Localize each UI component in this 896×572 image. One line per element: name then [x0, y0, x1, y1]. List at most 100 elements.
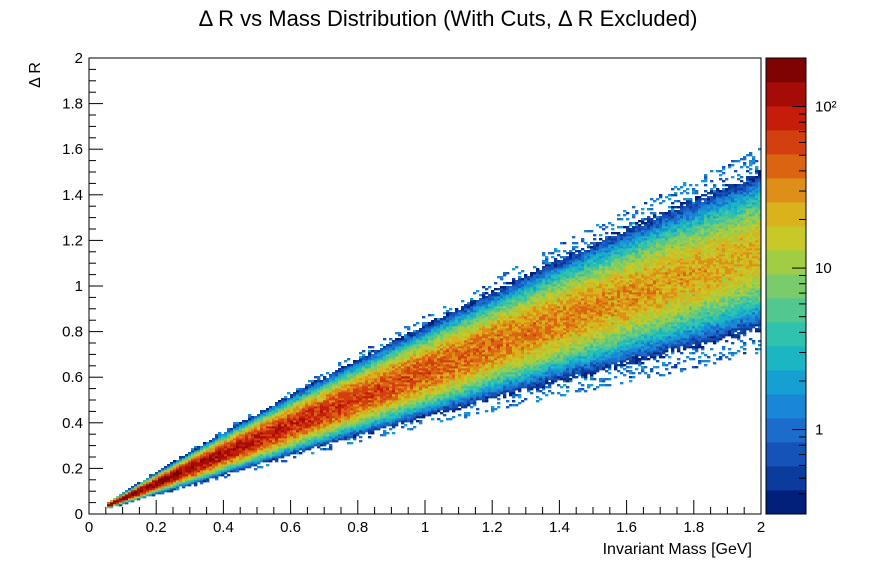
heatmap-cell	[488, 360, 492, 363]
heatmap-cell	[317, 400, 321, 403]
heatmap-cell	[383, 360, 387, 363]
heatmap-cell	[494, 370, 498, 373]
heatmap-cell	[533, 314, 537, 317]
heatmap-cell	[395, 354, 399, 357]
heatmap-cell	[275, 456, 279, 459]
heatmap-cell	[314, 426, 318, 429]
heatmap-cell	[476, 374, 480, 377]
heatmap-cell	[281, 440, 285, 443]
heatmap-cell	[497, 406, 501, 409]
heatmap-cell	[467, 372, 471, 375]
heatmap-cell	[443, 378, 447, 381]
heatmap-cell	[446, 398, 450, 401]
heatmap-cell	[491, 314, 495, 317]
heatmap-cell	[344, 438, 348, 441]
heatmap-cell	[491, 332, 495, 335]
heatmap-cell	[431, 358, 435, 361]
heatmap-cell	[269, 416, 273, 419]
heatmap-cell	[455, 346, 459, 349]
heatmap-cell	[371, 424, 375, 427]
heatmap-cell	[344, 426, 348, 429]
heatmap-cell	[257, 440, 261, 443]
heatmap-cell	[281, 444, 285, 447]
heatmap-cell	[506, 272, 510, 275]
heatmap-cell	[284, 406, 288, 409]
heatmap-cell	[383, 404, 387, 407]
heatmap-cell	[278, 408, 282, 411]
heatmap-cell	[254, 432, 258, 435]
heatmap-cell	[230, 466, 234, 469]
heatmap-cell	[314, 394, 318, 397]
heatmap-cell	[425, 362, 429, 365]
heatmap-cell	[413, 334, 417, 337]
heatmap-cell	[194, 468, 198, 471]
heatmap-cell	[512, 342, 516, 345]
heatmap-cell	[281, 434, 285, 437]
heatmap-cell	[173, 482, 177, 485]
heatmap-cell	[494, 312, 498, 315]
heatmap-cell	[245, 442, 249, 445]
heatmap-cell	[500, 318, 504, 321]
heatmap-cell	[476, 352, 480, 355]
heatmap-cell	[377, 378, 381, 381]
heatmap-cell	[473, 374, 477, 377]
heatmap-cell	[386, 388, 390, 391]
heatmap-cell	[467, 374, 471, 377]
heatmap-cell	[371, 430, 375, 433]
heatmap-cell	[386, 380, 390, 383]
heatmap-cell	[233, 442, 237, 445]
heatmap-cell	[470, 350, 474, 353]
heatmap-cell	[521, 314, 525, 317]
heatmap-cell	[533, 290, 537, 293]
heatmap-cell	[284, 416, 288, 419]
heatmap-cell	[512, 282, 516, 285]
heatmap-cell	[530, 304, 534, 307]
heatmap-cell	[380, 394, 384, 397]
heatmap-cell	[419, 398, 423, 401]
heatmap-cell	[389, 396, 393, 399]
heatmap-cell	[491, 322, 495, 325]
heatmap-cell	[488, 312, 492, 315]
heatmap-cell	[524, 276, 528, 279]
heatmap-cell	[350, 410, 354, 413]
heatmap-cell	[467, 360, 471, 363]
heatmap-cell	[473, 396, 477, 399]
heatmap-cell	[521, 354, 525, 357]
heatmap-cell	[272, 442, 276, 445]
heatmap-cell	[536, 344, 540, 347]
heatmap-cell	[527, 298, 531, 301]
heatmap-cell	[425, 386, 429, 389]
heatmap-cell	[347, 428, 351, 431]
heatmap-cell	[386, 344, 390, 347]
heatmap-cell	[416, 334, 420, 337]
heatmap-cell	[458, 354, 462, 357]
heatmap-cell	[326, 424, 330, 427]
heatmap-cell	[413, 378, 417, 381]
heatmap-cell	[503, 326, 507, 329]
heatmap-cell	[293, 396, 297, 399]
heatmap-cell	[488, 310, 492, 313]
heatmap-cell	[488, 382, 492, 385]
heatmap-cell	[239, 436, 243, 439]
heatmap-cell	[131, 498, 135, 501]
heatmap-cell	[515, 372, 519, 375]
heatmap-cell	[149, 484, 153, 487]
heatmap-cell	[242, 456, 246, 459]
heatmap-cell	[248, 454, 252, 457]
heatmap-cell	[401, 358, 405, 361]
heatmap-cell	[431, 364, 435, 367]
heatmap-cell	[539, 358, 543, 361]
heatmap-cell	[206, 450, 210, 453]
heatmap-cell	[428, 364, 432, 367]
heatmap-cell	[338, 420, 342, 423]
heatmap-cell	[176, 464, 180, 467]
heatmap-cell	[278, 406, 282, 409]
heatmap-cell	[464, 374, 468, 377]
heatmap-cell	[383, 392, 387, 395]
heatmap-cell	[260, 420, 264, 423]
heatmap-cell	[449, 320, 453, 323]
heatmap-cell	[491, 408, 495, 411]
heatmap-cell	[296, 448, 300, 451]
heatmap-cell	[230, 432, 234, 435]
heatmap-cell	[332, 412, 336, 415]
